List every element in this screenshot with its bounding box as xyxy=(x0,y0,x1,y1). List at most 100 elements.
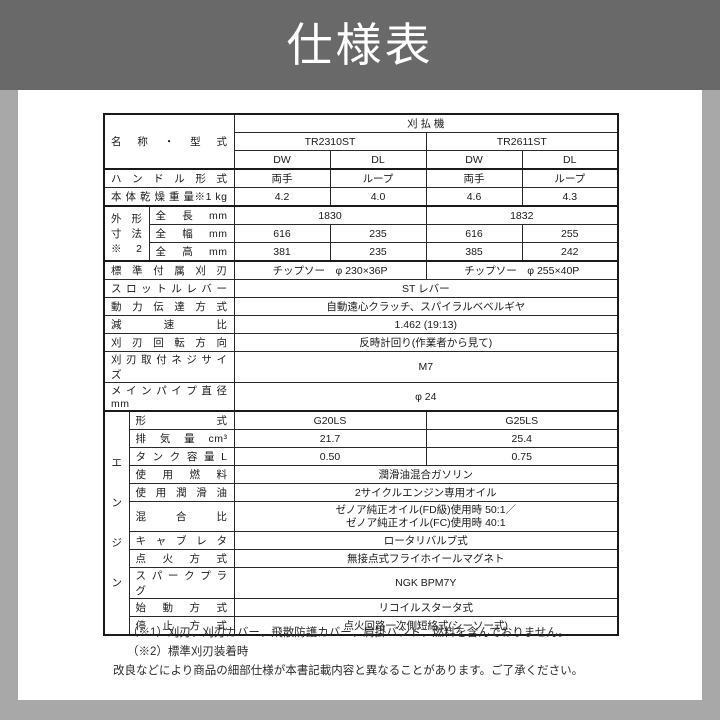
row-weight: 本 体 乾 燥 重 量※1 kg 4.2 4.0 4.6 4.3 xyxy=(103,187,619,207)
cell-oil-value: 2サイクルエンジン専用オイル xyxy=(233,483,619,502)
cell-handle-label: ハ ン ド ル 形 式 xyxy=(103,168,235,188)
cell-screw-label: 刈 刃 取 付 ネ ジ サ イ ズ xyxy=(103,351,235,383)
cell-handle-v4: ループ xyxy=(521,168,619,188)
cell-model-a: TR2310ST xyxy=(233,132,427,151)
row-carburetor: キ ャ ブ レ タ ロータリバルブ式 xyxy=(104,531,619,550)
cell-carburetor-value: ロータリバルブ式 xyxy=(233,531,619,550)
cell-tank-label: タ ン ク 容 量 L xyxy=(128,447,235,466)
row-starter: 始 動 方 式 リコイルスタータ式 xyxy=(104,598,619,617)
cell-mix-value: ゼノア純正オイル(FD級)使用時 50:1／ ゼノア純正オイル(FC)使用時 4… xyxy=(233,501,619,532)
cell-displacement-b: 25.4 xyxy=(425,429,619,448)
cell-ratio-value: 1.462 (19:13) xyxy=(233,315,619,334)
cell-ratio-label: 減 速 比 xyxy=(103,315,235,334)
cell-starter-value: リコイルスタータ式 xyxy=(233,598,619,617)
cell-displacement-label: 排 気 量 cm³ xyxy=(128,429,235,448)
cell-throttle-value: ST レバー xyxy=(233,279,619,298)
cell-length-b: 1832 xyxy=(425,205,619,225)
cell-oil-label: 使 用 潤 滑 油 xyxy=(128,483,235,502)
row-spark-plug: ス パ ー ク プ ラ グ NGK BPM7Y xyxy=(104,567,619,599)
cell-width-v3: 616 xyxy=(425,224,523,243)
footnotes: （※1）刈刃、刈刃カバー、飛散防護カバー、肩掛バンド、燃料を含んでおりません。 … xyxy=(103,624,663,681)
cell-height-v4: 242 xyxy=(521,242,619,262)
cell-weight-v3: 4.6 xyxy=(425,187,523,207)
cell-width-v2: 235 xyxy=(329,224,427,243)
row-ignition: 点 火 方 式 無接点式フライホイールマグネト xyxy=(104,549,619,568)
cell-ignition-value: 無接点式フライホイールマグネト xyxy=(233,549,619,568)
cell-variant-1: DW xyxy=(233,150,331,170)
cell-spark-plug-label: ス パ ー ク プ ラ グ xyxy=(128,567,235,599)
cell-variant-2: DL xyxy=(329,150,427,170)
cell-rotation-value: 反時計回り(作業者から見て) xyxy=(233,333,619,352)
cell-variant-3: DW xyxy=(425,150,523,170)
footnote-2: （※2）標準刈刃装着時 xyxy=(127,646,249,658)
cell-length-a: 1830 xyxy=(233,205,427,225)
row-models: TR2310ST TR2611ST xyxy=(104,132,619,151)
row-category: 名 称 ・ 型 式 刈 払 機 xyxy=(103,113,619,170)
cell-engine-model-b: G25LS xyxy=(425,410,619,430)
row-rotation: 刈 刃 回 転 方 向 反時計回り(作業者から見て) xyxy=(103,333,619,352)
cell-handle-v3: 両手 xyxy=(425,168,523,188)
cell-ignition-label: 点 火 方 式 xyxy=(128,549,235,568)
cell-fuel-value: 潤滑油混合ガソリン xyxy=(233,465,619,484)
row-oil: 使 用 潤 滑 油 2サイクルエンジン専用オイル xyxy=(104,483,619,502)
cell-width-v1: 616 xyxy=(233,224,331,243)
cell-pipe-value: φ 24 xyxy=(233,382,619,412)
cell-height-label: 全 高 mm xyxy=(148,242,235,262)
cell-throttle-label: ス ロ ッ ト ル レ バ ー xyxy=(103,279,235,298)
footnote-3: 改良などにより商品の細部仕様が本書記載内容と異なることがあります。ご了承ください… xyxy=(113,665,584,677)
cell-height-v3: 385 xyxy=(425,242,523,262)
cell-pipe-label: メ イ ン パ イ プ 直 径 mm xyxy=(103,382,235,412)
row-width: 全 幅 mm 616 235 616 255 xyxy=(104,224,619,243)
cell-rotation-label: 刈 刃 回 転 方 向 xyxy=(103,333,235,352)
cell-weight-v2: 4.0 xyxy=(329,187,427,207)
cell-model-b: TR2611ST xyxy=(425,132,619,151)
spec-table: 名 称 ・ 型 式 刈 払 機 TR2310ST TR2611ST DW DL … xyxy=(103,113,620,636)
row-fuel: 使 用 燃 料 潤滑油混合ガソリン xyxy=(104,465,619,484)
row-screw: 刈 刃 取 付 ネ ジ サ イ ズ M7 xyxy=(103,351,619,383)
footnote-1: （※1）刈刃、刈刃カバー、飛散防護カバー、肩掛バンド、燃料を含んでおりません。 xyxy=(127,627,570,639)
cell-length-label: 全 長 mm xyxy=(148,205,235,225)
cell-screw-value: M7 xyxy=(233,351,619,383)
cell-stop-value: 点火回路一次側短絡式(シーソー式) xyxy=(233,616,619,636)
row-ratio: 減 速 比 1.462 (19:13) xyxy=(103,315,619,334)
cell-name-model-label: 名 称 ・ 型 式 xyxy=(103,113,235,170)
cell-blade-a: チップソー φ 230×36P xyxy=(233,260,427,280)
row-variants: DW DL DW DL xyxy=(104,150,619,170)
cell-handle-v1: 両手 xyxy=(233,168,331,188)
cell-engine-model-label: 形 式 xyxy=(128,410,235,430)
cell-engine-model-a: G20LS xyxy=(233,410,427,430)
cell-width-v4: 255 xyxy=(521,224,619,243)
cell-height-v2: 235 xyxy=(329,242,427,262)
spec-sheet-panel: 名 称 ・ 型 式 刈 払 機 TR2310ST TR2611ST DW DL … xyxy=(18,90,702,700)
cell-weight-v4: 4.3 xyxy=(521,187,619,207)
row-stop: 停 止 方 式 点火回路一次側短絡式(シーソー式) xyxy=(104,616,619,636)
cell-category: 刈 払 機 xyxy=(233,113,619,133)
row-tank: タ ン ク 容 量 L 0.50 0.75 xyxy=(104,447,619,466)
cell-dimensions-label: 外 形 寸 法※2 xyxy=(103,205,150,262)
cell-height-v1: 381 xyxy=(233,242,331,262)
cell-power-value: 自動遠心クラッチ、スパイラルベベルギヤ xyxy=(233,297,619,316)
row-power: 動 力 伝 達 方 式 自動遠心クラッチ、スパイラルベベルギヤ xyxy=(103,297,619,316)
cell-starter-label: 始 動 方 式 xyxy=(128,598,235,617)
cell-displacement-a: 21.7 xyxy=(233,429,427,448)
cell-engine-label: エ ン ジ ン xyxy=(103,410,130,636)
cell-power-label: 動 力 伝 達 方 式 xyxy=(103,297,235,316)
cell-weight-v1: 4.2 xyxy=(233,187,331,207)
cell-blade-label: 標 準 付 属 刈 刃 xyxy=(103,260,235,280)
cell-width-label: 全 幅 mm xyxy=(148,224,235,243)
row-displacement: 排 気 量 cm³ 21.7 25.4 xyxy=(104,429,619,448)
cell-weight-label: 本 体 乾 燥 重 量※1 kg xyxy=(103,187,235,207)
cell-tank-a: 0.50 xyxy=(233,447,427,466)
row-engine-model: エ ン ジ ン 形 式 G20LS G25LS xyxy=(103,410,619,636)
row-pipe: メ イ ン パ イ プ 直 径 mm φ 24 xyxy=(103,382,619,412)
page-title: 仕様表 xyxy=(286,19,434,71)
row-height: 全 高 mm 381 235 385 242 xyxy=(104,242,619,262)
row-handle: ハ ン ド ル 形 式 両手 ループ 両手 ループ xyxy=(103,168,619,188)
cell-blade-b: チップソー φ 255×40P xyxy=(425,260,619,280)
page-header: 仕様表 xyxy=(0,0,720,90)
row-mix: 混 合 比 ゼノア純正オイル(FD級)使用時 50:1／ ゼノア純正オイル(FC… xyxy=(104,501,619,532)
cell-carburetor-label: キ ャ ブ レ タ xyxy=(128,531,235,550)
cell-mix-label: 混 合 比 xyxy=(128,501,235,532)
row-blade: 標 準 付 属 刈 刃 チップソー φ 230×36P チップソー φ 255×… xyxy=(103,260,619,280)
cell-fuel-label: 使 用 燃 料 xyxy=(128,465,235,484)
